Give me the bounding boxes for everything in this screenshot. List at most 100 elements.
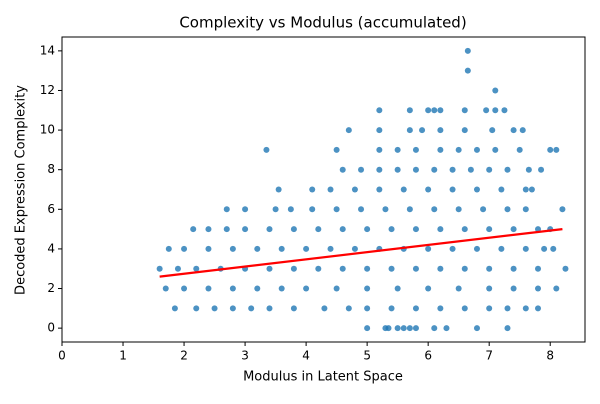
x-tick-label: 7 <box>485 349 493 363</box>
y-tick-label: 8 <box>47 162 55 176</box>
point <box>406 127 413 134</box>
point <box>263 146 270 153</box>
point <box>193 265 200 272</box>
point <box>345 305 352 312</box>
point <box>412 325 419 332</box>
x-tick-label: 2 <box>180 349 188 363</box>
point <box>412 226 419 233</box>
point <box>290 305 297 312</box>
point <box>376 166 383 173</box>
y-tick-label: 10 <box>40 123 55 137</box>
point <box>339 265 346 272</box>
point <box>309 186 316 193</box>
point <box>229 245 236 252</box>
point <box>382 206 389 213</box>
point <box>535 305 542 312</box>
point <box>406 107 413 114</box>
point <box>266 226 273 233</box>
point <box>504 206 511 213</box>
point <box>205 226 212 233</box>
point <box>510 265 517 272</box>
point <box>339 166 346 173</box>
point <box>461 305 468 312</box>
point <box>223 206 230 213</box>
point <box>315 226 322 233</box>
point <box>492 87 499 94</box>
point <box>425 107 432 114</box>
point <box>498 245 505 252</box>
y-axis-label: Decoded Expression Complexity <box>14 85 29 295</box>
point <box>486 226 493 233</box>
point <box>489 127 496 134</box>
point <box>376 127 383 134</box>
point <box>345 127 352 134</box>
point <box>205 245 212 252</box>
point <box>467 166 474 173</box>
point <box>388 226 395 233</box>
point <box>455 285 462 292</box>
point <box>162 285 169 292</box>
point <box>309 206 316 213</box>
point <box>156 265 163 272</box>
point <box>358 166 365 173</box>
point <box>315 265 322 272</box>
point <box>333 285 340 292</box>
point <box>394 325 401 332</box>
point <box>510 226 517 233</box>
point <box>425 245 432 252</box>
point <box>333 206 340 213</box>
point <box>437 305 444 312</box>
point <box>425 285 432 292</box>
point <box>437 127 444 134</box>
point <box>538 166 545 173</box>
point <box>510 285 517 292</box>
point <box>412 146 419 153</box>
point <box>287 206 294 213</box>
point <box>473 245 480 252</box>
point <box>388 305 395 312</box>
point <box>327 186 334 193</box>
point <box>229 305 236 312</box>
point <box>525 166 532 173</box>
point <box>229 285 236 292</box>
point <box>181 285 188 292</box>
point <box>412 265 419 272</box>
x-tick-label: 0 <box>58 349 66 363</box>
point <box>528 186 535 193</box>
point <box>376 186 383 193</box>
point <box>174 265 181 272</box>
point <box>190 226 197 233</box>
x-tick-label: 1 <box>119 349 127 363</box>
point <box>275 186 282 193</box>
point <box>541 245 548 252</box>
trend-line <box>159 228 563 278</box>
point <box>351 186 358 193</box>
point <box>516 146 523 153</box>
chart-title: Complexity vs Modulus (accumulated) <box>179 14 466 32</box>
point <box>437 265 444 272</box>
point <box>535 265 542 272</box>
point <box>223 226 230 233</box>
point <box>480 206 487 213</box>
point <box>449 186 456 193</box>
x-tick-label: 5 <box>363 349 371 363</box>
point <box>266 265 273 272</box>
point <box>535 226 542 233</box>
point <box>242 226 249 233</box>
point <box>278 285 285 292</box>
x-tick-label: 8 <box>546 349 554 363</box>
point <box>425 186 432 193</box>
point <box>211 305 218 312</box>
point <box>248 305 255 312</box>
point <box>412 166 419 173</box>
point <box>486 285 493 292</box>
point <box>449 166 456 173</box>
y-tick-label: 14 <box>40 43 55 57</box>
point <box>272 206 279 213</box>
point <box>504 166 511 173</box>
point <box>303 285 310 292</box>
point <box>193 305 200 312</box>
point <box>254 245 261 252</box>
point <box>400 325 407 332</box>
point <box>535 285 542 292</box>
